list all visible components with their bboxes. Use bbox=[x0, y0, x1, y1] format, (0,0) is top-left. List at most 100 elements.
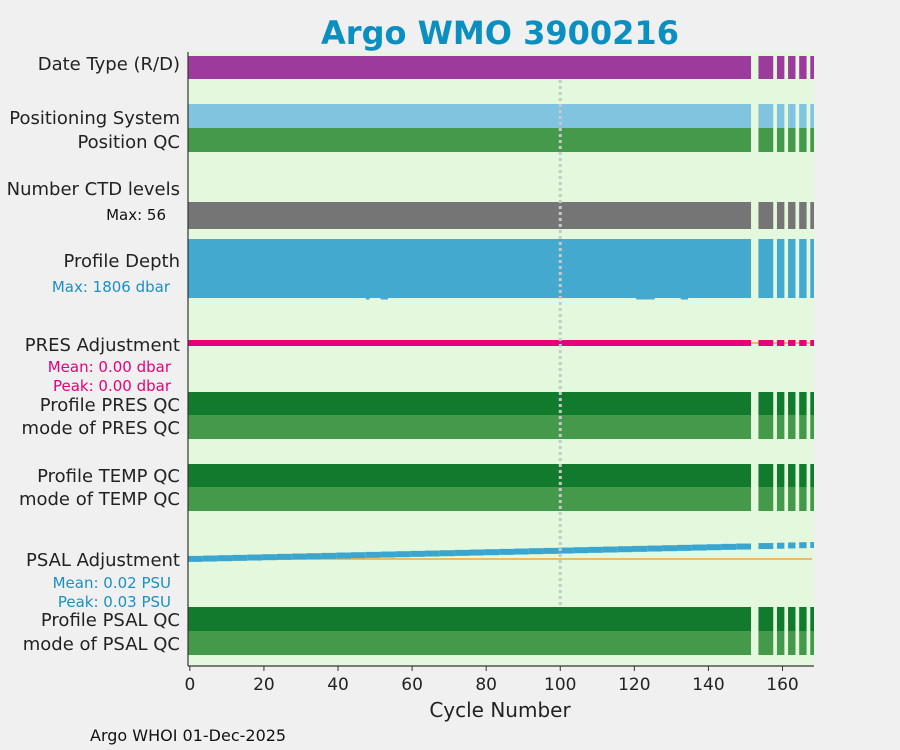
pres-peak-annotation: Peak: 0.00 dbar bbox=[53, 377, 172, 395]
psal-adjustment-bar-0-29 bbox=[617, 546, 633, 553]
psal-adjustment-bar-0-26 bbox=[573, 547, 589, 554]
psal-adjustment-bar-0-20 bbox=[484, 549, 500, 556]
profile-depth-bar-2 bbox=[776, 239, 785, 298]
psal-adjustment-bar-0-35 bbox=[706, 544, 722, 551]
x-tick-label-140: 140 bbox=[692, 675, 724, 695]
psal-adjustment-bar-0-6 bbox=[276, 553, 292, 560]
mode-temp-qc-bar-0 bbox=[188, 487, 752, 511]
date-type-bar-2 bbox=[776, 56, 785, 79]
pres-adjustment-label: PRES Adjustment bbox=[25, 335, 180, 356]
pres-adjustment-bar-3 bbox=[788, 340, 796, 346]
ctd-levels-label: Number CTD levels bbox=[7, 179, 180, 200]
psal-adjustment-bar-0-7 bbox=[291, 553, 307, 560]
ctd-levels-bar-1 bbox=[758, 202, 774, 229]
psal-adjustment-bar-0-25 bbox=[558, 547, 574, 554]
pres-adjustment-bar-2 bbox=[776, 340, 785, 346]
ctd-levels-bar-2 bbox=[776, 202, 785, 229]
mode-pres-qc-bar-2 bbox=[776, 415, 785, 439]
pres-mean-annotation: Mean: 0.00 dbar bbox=[48, 358, 172, 376]
mode-psal-qc-bar-2 bbox=[776, 631, 785, 655]
profile-depth-dip-a bbox=[365, 298, 370, 300]
psal-adjustment-bar-0-34 bbox=[691, 544, 707, 551]
pres-adjustment-bar-5 bbox=[810, 340, 814, 346]
psal-adjustment-bar-4-0 bbox=[799, 542, 807, 549]
footer-credit: Argo WHOI 01-Dec-2025 bbox=[90, 726, 286, 745]
psal-adjustment-bar-0-11 bbox=[350, 552, 366, 559]
position-qc-bar-2 bbox=[776, 128, 785, 152]
x-tick-label-120: 120 bbox=[618, 675, 650, 695]
x-tick-label-160: 160 bbox=[766, 675, 798, 695]
psal-adjustment-bar-0-31 bbox=[647, 545, 663, 552]
positioning-system-bar-4 bbox=[799, 104, 807, 128]
mode-psal-qc-bar-4 bbox=[799, 631, 807, 655]
profile-temp-qc-bar-1 bbox=[758, 464, 774, 487]
x-tick-label-60: 60 bbox=[401, 675, 423, 695]
profile-psal-qc-bar-3 bbox=[788, 607, 796, 631]
psal-adjustment-label: PSAL Adjustment bbox=[26, 550, 180, 571]
profile-pres-qc-bar-0 bbox=[188, 392, 752, 415]
x-tick-label-0: 0 bbox=[184, 675, 195, 695]
mode-temp-qc-bar-4 bbox=[799, 487, 807, 511]
x-axis: 0 20 40 60 80 100 120 140 160 bbox=[184, 52, 814, 695]
mode-temp-qc-bar-1 bbox=[758, 487, 774, 511]
profile-psal-qc-bar-4 bbox=[799, 607, 807, 631]
depth-max-annotation: Max: 1806 dbar bbox=[52, 278, 171, 296]
psal-adjustment-bar-0-13 bbox=[380, 551, 396, 558]
x-tick-label-40: 40 bbox=[327, 675, 349, 695]
profile-pres-qc-bar-2 bbox=[776, 392, 785, 415]
date-type-bar-0 bbox=[188, 56, 752, 79]
positioning-system-bar-3 bbox=[788, 104, 796, 128]
date-type-bar-4 bbox=[799, 56, 807, 79]
date-type-bar-5 bbox=[810, 56, 814, 79]
psal-adjustment-bar-0-1 bbox=[202, 555, 218, 562]
psal-adjustment-bar-0-8 bbox=[306, 553, 322, 560]
profile-pres-qc-bar-4 bbox=[799, 392, 807, 415]
position-qc-bar-3 bbox=[788, 128, 796, 152]
profile-depth-bar-0 bbox=[188, 239, 752, 298]
profile-temp-qc-bar-0 bbox=[188, 464, 752, 487]
mode-pres-qc-bar-3 bbox=[788, 415, 796, 439]
profile-depth-bar-4 bbox=[799, 239, 807, 298]
mode-pres-qc-label: mode of PRES QC bbox=[22, 418, 180, 439]
mode-psal-qc-bar-5 bbox=[810, 631, 814, 655]
psal-adjustment-bar-0-14 bbox=[395, 551, 411, 558]
profile-pres-qc-bar-3 bbox=[788, 392, 796, 415]
ctd-levels-bar-5 bbox=[810, 202, 814, 229]
ctd-max-annotation: Max: 56 bbox=[106, 206, 166, 224]
chart-title: Argo WMO 3900216 bbox=[321, 14, 679, 52]
profile-depth-bar-3 bbox=[788, 239, 796, 298]
pres-adjustment-bar-4 bbox=[799, 340, 807, 346]
ctd-levels-bar-3 bbox=[788, 202, 796, 229]
psal-adjustment-bar-0-4 bbox=[247, 554, 263, 561]
row-labels: Date Type (R/D) Positioning System Posit… bbox=[7, 54, 180, 655]
positioning-system-bar-2 bbox=[776, 104, 785, 128]
psal-adjustment-bar-0-2 bbox=[217, 555, 233, 562]
psal-adjustment-bar-0-24 bbox=[543, 547, 559, 554]
psal-adjustment-bar-0-19 bbox=[469, 549, 485, 556]
profile-psal-qc-label: Profile PSAL QC bbox=[41, 610, 180, 631]
mode-pres-qc-bar-0 bbox=[188, 415, 752, 439]
position-qc-bar-0 bbox=[188, 128, 752, 152]
profile-depth-bar-5 bbox=[810, 239, 814, 298]
profile-psal-qc-bar-1 bbox=[758, 607, 774, 631]
positioning-system-label: Positioning System bbox=[9, 108, 180, 129]
psal-adjustment-bar-0-30 bbox=[632, 545, 648, 552]
position-qc-bar-4 bbox=[799, 128, 807, 152]
profile-temp-qc-bar-5 bbox=[810, 464, 814, 487]
positioning-system-bar-5 bbox=[810, 104, 814, 128]
x-axis-label: Cycle Number bbox=[429, 698, 571, 722]
ctd-levels-bar-4 bbox=[799, 202, 807, 229]
positioning-system-bar-1 bbox=[758, 104, 774, 128]
profile-depth-bar-1 bbox=[758, 239, 774, 298]
date-type-label: Date Type (R/D) bbox=[38, 54, 180, 75]
position-qc-bar-1 bbox=[758, 128, 774, 152]
profile-depth-dip-d bbox=[680, 298, 689, 300]
profile-depth-dip-c bbox=[636, 298, 655, 300]
mode-temp-qc-label: mode of TEMP QC bbox=[19, 489, 180, 510]
x-tick-label-100: 100 bbox=[544, 675, 576, 695]
profile-psal-qc-bar-0 bbox=[188, 607, 752, 631]
profile-temp-qc-bar-4 bbox=[799, 464, 807, 487]
mode-psal-qc-label: mode of PSAL QC bbox=[23, 634, 180, 655]
ctd-levels-bar-0 bbox=[188, 202, 752, 229]
